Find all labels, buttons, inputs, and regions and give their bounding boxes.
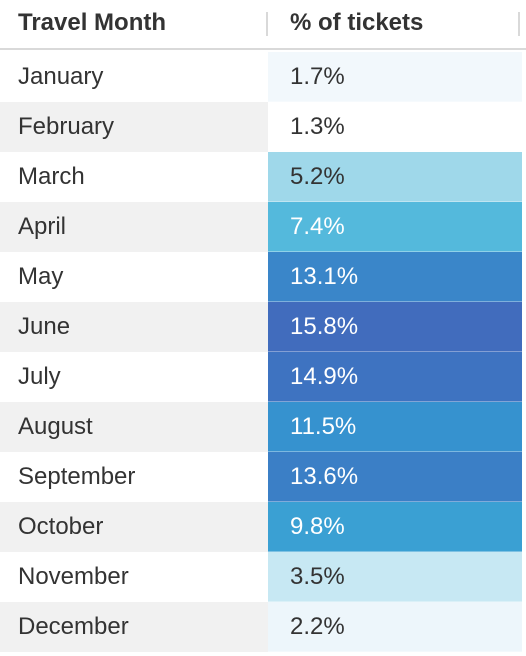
percent-cell: 3.5% <box>268 552 522 602</box>
percent-cell: 1.7% <box>268 52 522 102</box>
table-row: October 9.8% <box>0 502 526 552</box>
month-cell: April <box>0 202 268 252</box>
table-header: Travel Month % of tickets <box>0 0 526 50</box>
month-cell: June <box>0 302 268 352</box>
row-edge <box>522 202 526 252</box>
percent-cell: 9.8% <box>268 502 522 552</box>
table-row: May 13.1% <box>0 252 526 302</box>
month-cell: September <box>0 452 268 502</box>
month-cell: May <box>0 252 268 302</box>
row-edge <box>522 152 526 202</box>
percent-cell: 5.2% <box>268 152 522 202</box>
percent-cell: 15.8% <box>268 302 522 352</box>
row-edge <box>522 352 526 402</box>
row-edge <box>522 502 526 552</box>
percent-cell: 2.2% <box>268 602 522 652</box>
month-cell: February <box>0 102 268 152</box>
header-percent-of-tickets[interactable]: % of tickets <box>290 9 424 36</box>
column-resize-handle[interactable] <box>518 12 520 36</box>
month-cell: November <box>0 552 268 602</box>
row-edge <box>522 602 526 652</box>
percent-cell: 13.1% <box>268 252 522 302</box>
month-cell: March <box>0 152 268 202</box>
row-edge <box>522 302 526 352</box>
row-edge <box>522 52 526 102</box>
table-row: March 5.2% <box>0 152 526 202</box>
table-row: December 2.2% <box>0 602 526 652</box>
percent-cell: 13.6% <box>268 452 522 502</box>
percent-cell: 14.9% <box>268 352 522 402</box>
header-travel-month[interactable]: Travel Month <box>18 9 167 36</box>
row-edge <box>522 552 526 602</box>
row-edge <box>522 402 526 452</box>
row-edge <box>522 102 526 152</box>
table-row: January 1.7% <box>0 52 526 102</box>
table-row: November 3.5% <box>0 552 526 602</box>
percent-cell: 7.4% <box>268 202 522 252</box>
table-body: January 1.7% February 1.3% March 5.2% April 7.4… <box>0 52 526 652</box>
table-row: July 14.9% <box>0 352 526 402</box>
month-cell: October <box>0 502 268 552</box>
column-resize-handle[interactable] <box>266 12 268 36</box>
percent-cell: 11.5% <box>268 402 522 452</box>
table-row: August 11.5% <box>0 402 526 452</box>
table-row: September 13.6% <box>0 452 526 502</box>
table-row: June 15.8% <box>0 302 526 352</box>
month-cell: August <box>0 402 268 452</box>
percent-cell: 1.3% <box>268 102 522 152</box>
table-row: February 1.3% <box>0 102 526 152</box>
table-row: April 7.4% <box>0 202 526 252</box>
month-cell: January <box>0 52 268 102</box>
month-cell: December <box>0 602 268 652</box>
row-edge <box>522 452 526 502</box>
month-cell: July <box>0 352 268 402</box>
row-edge <box>522 252 526 302</box>
